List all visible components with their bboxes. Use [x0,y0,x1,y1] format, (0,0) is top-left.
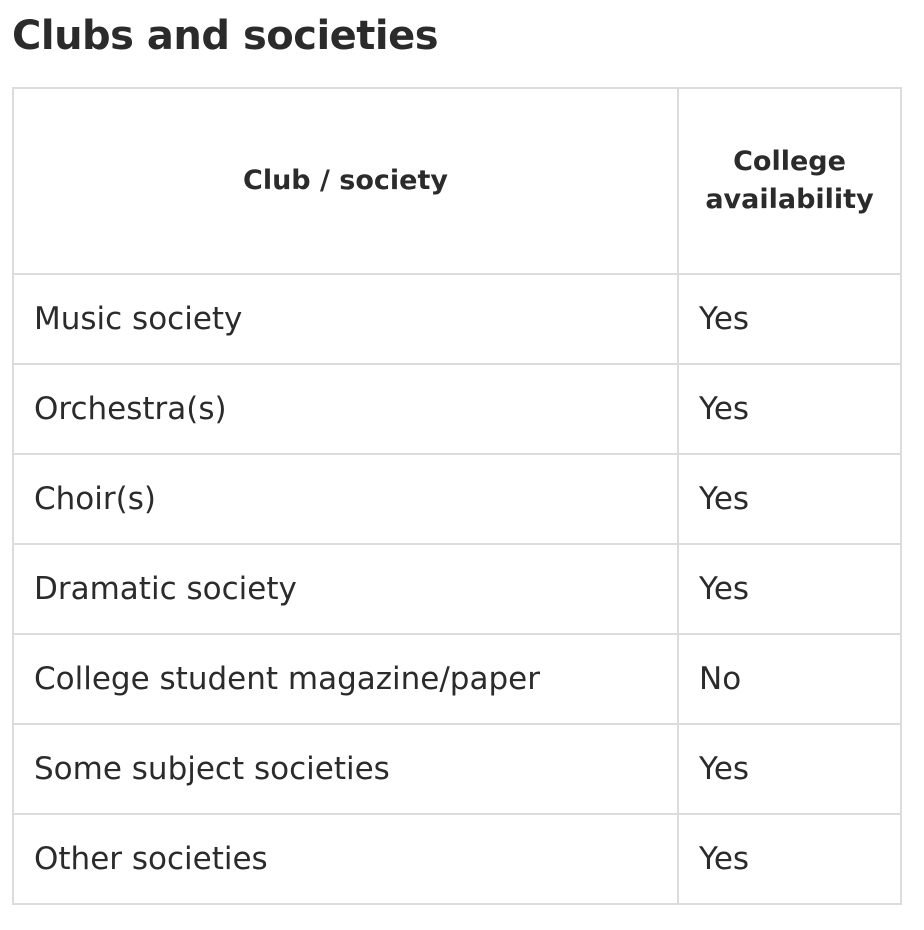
club-name-cell: Other societies [12,813,679,905]
table-row: Orchestra(s) Yes [12,363,902,455]
availability-cell: Yes [677,813,902,905]
availability-cell: Yes [677,453,902,545]
table-row: College student magazine/paper No [12,633,902,725]
table-header-row: Club / society College availability [12,87,902,275]
club-name-cell: Dramatic society [12,543,679,635]
clubs-table: Club / society College availability Musi… [12,87,902,905]
table-row: Some subject societies Yes [12,723,902,815]
club-name-cell: Some subject societies [12,723,679,815]
column-header-club: Club / society [12,87,679,275]
availability-cell: Yes [677,723,902,815]
table-row: Choir(s) Yes [12,453,902,545]
table-row: Music society Yes [12,273,902,365]
table-row: Other societies Yes [12,813,902,905]
club-name-cell: Choir(s) [12,453,679,545]
column-header-availability: College availability [677,87,902,275]
page-title: Clubs and societies [12,13,439,59]
club-name-cell: College student magazine/paper [12,633,679,725]
club-name-cell: Music society [12,273,679,365]
club-name-cell: Orchestra(s) [12,363,679,455]
table-row: Dramatic society Yes [12,543,902,635]
availability-cell: Yes [677,273,902,365]
availability-cell: Yes [677,363,902,455]
availability-cell: Yes [677,543,902,635]
availability-cell: No [677,633,902,725]
